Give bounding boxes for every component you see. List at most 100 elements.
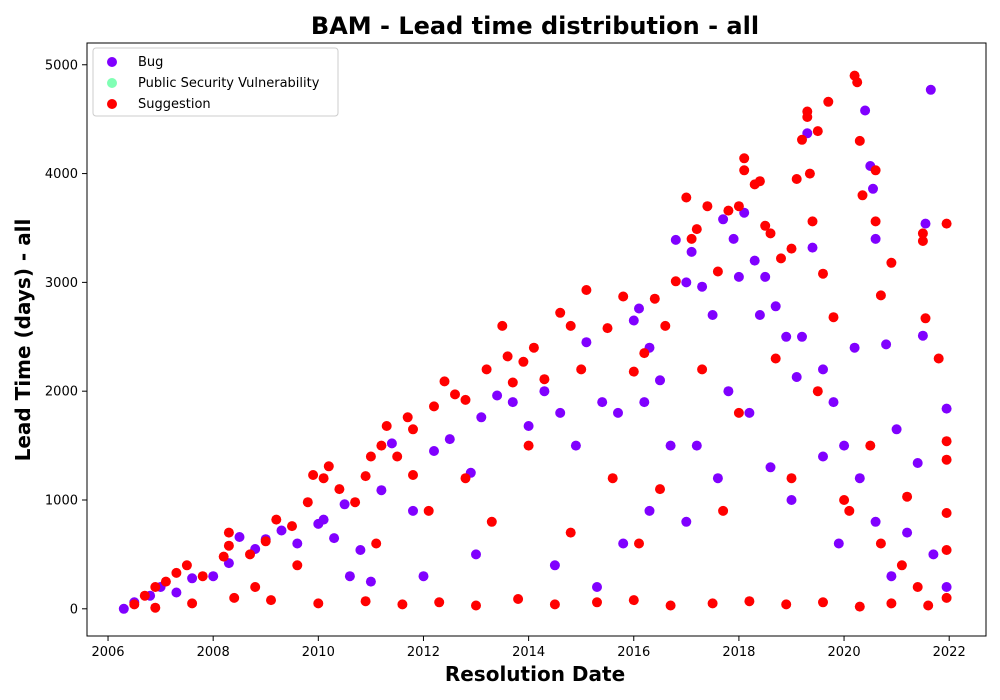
point-suggestion-117 [460,473,471,484]
point-bug-89 [665,440,676,451]
point-suggestion-26 [408,424,418,435]
x-axis-title: Resolution Date [445,662,625,686]
legend-marker-bug [107,57,117,67]
point-bug-0 [118,603,129,614]
x-axis-ticks: 2006 2008 2010 2012 2014 2016 2018 2020 2022 [91,636,966,660]
point-bug-87 [928,549,939,560]
point-suggestion-137 [250,582,261,592]
point-bug-90 [723,386,734,397]
point-bug-82 [639,397,650,408]
point-suggestion-5 [181,560,192,571]
point-suggestion-32 [481,364,492,375]
point-bug-5 [187,573,198,584]
point-suggestion-128 [634,538,644,549]
points-layer [118,70,952,614]
point-suggestion-101 [360,596,371,607]
point-suggestion-70 [807,216,818,227]
point-suggestion-81 [870,216,881,227]
point-suggestion-12 [271,514,282,525]
point-bug-85 [833,538,844,549]
point-suggestion-94 [941,545,952,555]
point-suggestion-84 [902,491,913,502]
point-suggestion-86 [917,228,928,239]
point-suggestion-98 [229,592,240,603]
point-suggestion-0 [129,599,140,610]
plot-area: 2006 2008 2010 2012 2014 2016 2018 2020 2022 0 10… [45,42,987,660]
point-suggestion-38 [539,374,550,385]
point-suggestion-45 [628,366,639,377]
point-suggestion-42 [581,285,592,295]
point-suggestion-22 [376,440,387,451]
point-suggestion-126 [486,516,497,527]
point-bug-45 [733,271,744,282]
point-bug-26 [507,397,518,408]
point-bug-80 [365,576,376,587]
point-suggestion-30 [450,389,460,400]
point-bug-32 [597,397,608,408]
x-tick-label-2018: 2018 [722,645,755,660]
point-suggestion-27 [408,470,418,480]
point-suggestion-120 [655,484,665,495]
point-suggestion-105 [513,594,524,604]
point-suggestion-102 [397,599,408,610]
point-suggestion-127 [565,527,576,538]
point-suggestion-87 [917,236,928,246]
x-tick-label-2016: 2016 [617,645,650,660]
point-suggestion-33 [497,320,508,331]
point-bug-78 [471,549,481,560]
point-bug-16 [339,499,350,510]
point-suggestion-121 [697,364,708,375]
point-suggestion-123 [770,353,781,364]
point-bug-73 [712,473,723,484]
point-suggestion-119 [607,473,618,484]
point-bug-31 [581,337,592,348]
point-suggestion-34 [502,351,513,362]
point-suggestion-96 [150,602,161,613]
point-suggestion-29 [439,376,450,387]
point-suggestion-55 [723,205,734,216]
point-suggestion-125 [865,440,876,451]
point-bug-27 [523,421,534,431]
point-suggestion-28 [429,401,439,412]
point-suggestion-93 [941,508,952,518]
point-suggestion-97 [187,598,198,609]
point-bug-4 [171,587,182,598]
y-tick-label-3000: 3000 [45,276,78,291]
point-suggestion-6 [197,571,208,582]
point-bug-72 [681,516,692,527]
point-suggestion-99 [266,595,276,606]
point-suggestion-132 [875,538,886,549]
point-suggestion-7 [218,551,229,562]
point-bug-30 [570,440,581,451]
y-axis-ticks: 0 1000 2000 3000 4000 5000 [45,58,87,617]
point-suggestion-48 [660,320,671,331]
point-bug-14 [318,514,329,525]
point-bug-48 [760,271,771,282]
point-bug-40 [686,246,697,257]
point-bug-8 [234,532,245,542]
point-bug-81 [549,560,560,571]
point-bug-71 [644,505,655,516]
point-bug-68 [941,403,952,414]
point-bug-56 [839,440,850,451]
point-bug-79 [418,571,429,582]
point-bug-58 [860,105,871,116]
point-bug-91 [754,310,765,320]
point-suggestion-135 [423,505,434,516]
point-bug-11 [276,525,287,536]
point-bug-44 [728,233,739,244]
legend-marker-public-security-vulnerability [107,78,117,88]
point-suggestion-90 [941,218,952,229]
legend-label-suggestion: Suggestion [138,97,211,112]
point-suggestion-122 [733,407,744,418]
point-bug-53 [807,242,818,253]
point-suggestion-66 [797,134,807,145]
point-suggestion-20 [360,471,371,482]
point-suggestion-58 [739,165,750,176]
point-suggestion-37 [528,342,539,353]
point-suggestion-43 [602,323,613,334]
point-suggestion-35 [507,377,518,388]
point-suggestion-53 [702,201,713,212]
point-suggestion-54 [712,266,723,277]
point-bug-50 [781,331,792,342]
